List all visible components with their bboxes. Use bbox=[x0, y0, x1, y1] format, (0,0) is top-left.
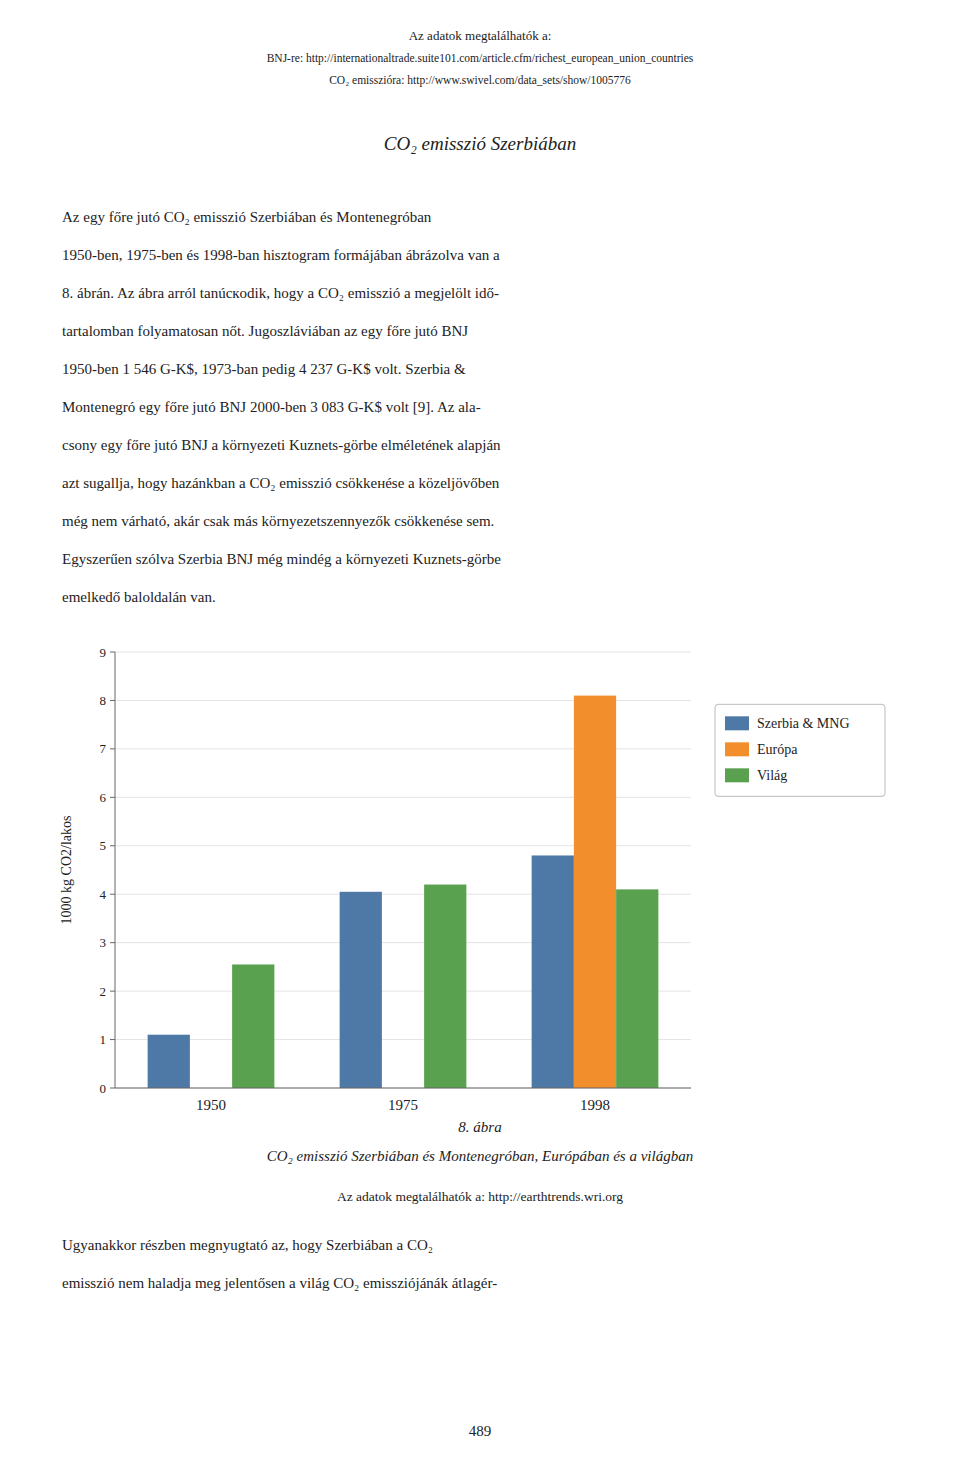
page-number: 489 bbox=[469, 1423, 492, 1439]
x-axis-line bbox=[115, 1088, 691, 1089]
bars bbox=[148, 696, 659, 1088]
paragraph-line: 1950-ben, 1975-ben és 1998-ban hisztogra… bbox=[62, 247, 500, 263]
tick-mark bbox=[110, 1039, 115, 1040]
paragraph-line: tartalomban folyamatosan nőt. Jugoszlávi… bbox=[62, 323, 468, 339]
legend: Szerbia & MNG Európa Világ bbox=[715, 704, 885, 796]
legend-swatch bbox=[725, 768, 749, 782]
tick-label: 8 bbox=[100, 693, 107, 708]
tick-mark bbox=[110, 700, 115, 701]
paragraph-line: csony egy főre jutó BNJ a környezeti Kuz… bbox=[62, 437, 501, 453]
header-line: BNJ-re: http://internationaltrade.suite1… bbox=[267, 52, 694, 65]
paragraph-line: még nem várható, akár csak más környezet… bbox=[62, 513, 494, 529]
legend-label: Szerbia & MNG bbox=[757, 716, 850, 731]
legend-swatch bbox=[725, 742, 749, 756]
paragraph-line: 8. ábrán. Az ábra arról tanúскodik, hogy… bbox=[62, 285, 499, 301]
grid-line bbox=[115, 652, 691, 653]
source: Az adatok megtalálhatók a: http://eartht… bbox=[337, 1189, 623, 1204]
tick-mark bbox=[110, 942, 115, 943]
tick-mark bbox=[110, 748, 115, 749]
paragraph-line: azt sugallja, hogy hazánkban a CO₂ emiss… bbox=[62, 475, 500, 491]
paragraph-line: 1950-ben 1 546 G-K$, 1973-ban pedig 4 23… bbox=[62, 361, 466, 377]
tick-mark bbox=[110, 991, 115, 992]
caption: CO₂ emisszió Szerbiában és Montenegróban… bbox=[267, 1148, 693, 1164]
tick-mark bbox=[110, 1088, 115, 1089]
paragraph-line: emelkedő baloldalán van. bbox=[62, 589, 216, 605]
tick-label: 1950 bbox=[196, 1097, 226, 1113]
bar bbox=[340, 892, 382, 1088]
chart: 0 1 2 3 4 5 6 7 8 9 1950 1975 1998 1000 kg CO2/lakos S… bbox=[59, 645, 885, 1114]
legend-frame bbox=[715, 704, 885, 796]
tick-label: 3 bbox=[100, 935, 107, 950]
tick-label: 1 bbox=[100, 1032, 107, 1047]
tick-label: 7 bbox=[100, 741, 107, 756]
bar bbox=[232, 964, 274, 1088]
bar bbox=[532, 855, 574, 1088]
tick-mark bbox=[110, 797, 115, 798]
header-line: CO₂ emisszióra: http://www.swivel.com/da… bbox=[329, 74, 631, 87]
tick-label: 1975 bbox=[388, 1097, 418, 1113]
paragraph-line: Egyszerűen szólva Szerbia BNJ még mindég… bbox=[62, 551, 501, 567]
bar bbox=[574, 696, 616, 1088]
tick-mark bbox=[110, 845, 115, 846]
tick-label: 0 bbox=[100, 1081, 107, 1096]
tick-mark bbox=[110, 652, 115, 653]
legend-label: Világ bbox=[757, 768, 787, 783]
grid-line bbox=[115, 1088, 691, 1089]
y-axis-line bbox=[115, 652, 116, 1088]
legend-swatch bbox=[725, 716, 749, 730]
paragraph-line: emisszió nem haladja meg jelentősen a vi… bbox=[62, 1275, 497, 1291]
tick-label: 5 bbox=[100, 838, 107, 853]
legend-label: Európa bbox=[757, 742, 798, 757]
paragraph-line: Az egy főre jutó CO₂ emisszió Szerbiában… bbox=[62, 209, 432, 225]
bar bbox=[424, 885, 466, 1088]
caption: 8. ábra bbox=[458, 1119, 501, 1135]
bar bbox=[616, 889, 658, 1088]
section-title: CO₂ emisszió Szerbiában bbox=[384, 133, 576, 154]
axis-label: 1000 kg CO2/lakos bbox=[59, 816, 74, 925]
tick-label: 9 bbox=[100, 645, 107, 660]
page: Az adatok megtalálhatók a: BNJ-re: http:/… bbox=[0, 0, 960, 1461]
paragraph-line: Montenegró egy főre jutó BNJ 2000-ben 3 … bbox=[62, 399, 481, 415]
paragraph-line: Ugyanakkor részben megnyugtató az, hogy … bbox=[62, 1237, 433, 1253]
tick-label: 4 bbox=[100, 887, 107, 902]
tick-label: 1998 bbox=[580, 1097, 610, 1113]
bar bbox=[148, 1035, 190, 1088]
tick-mark bbox=[110, 894, 115, 895]
header-line: Az adatok megtalálhatók a: bbox=[409, 28, 552, 43]
tick-label: 2 bbox=[100, 984, 107, 999]
tick-label: 6 bbox=[100, 790, 107, 805]
